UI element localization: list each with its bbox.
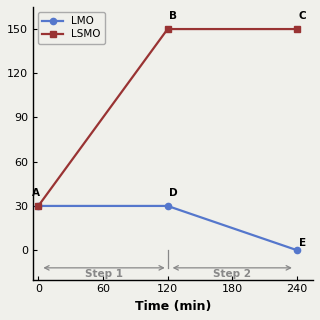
Text: B: B (169, 11, 177, 21)
Text: Step 2: Step 2 (213, 269, 251, 279)
X-axis label: Time (min): Time (min) (135, 300, 211, 313)
LMO (295, 248, 299, 252)
Line: LMO: LMO (35, 203, 300, 253)
Legend: LMO, LSMO: LMO, LSMO (38, 12, 105, 44)
LMO (36, 204, 40, 208)
LSMO (166, 27, 170, 31)
Text: E: E (299, 238, 306, 248)
Text: Step 1: Step 1 (85, 269, 123, 279)
LSMO (36, 204, 40, 208)
Text: D: D (169, 188, 178, 198)
Line: LSMO: LSMO (35, 26, 300, 209)
Text: C: C (298, 11, 306, 21)
LSMO (295, 27, 299, 31)
Text: A: A (32, 188, 40, 198)
LMO (166, 204, 170, 208)
